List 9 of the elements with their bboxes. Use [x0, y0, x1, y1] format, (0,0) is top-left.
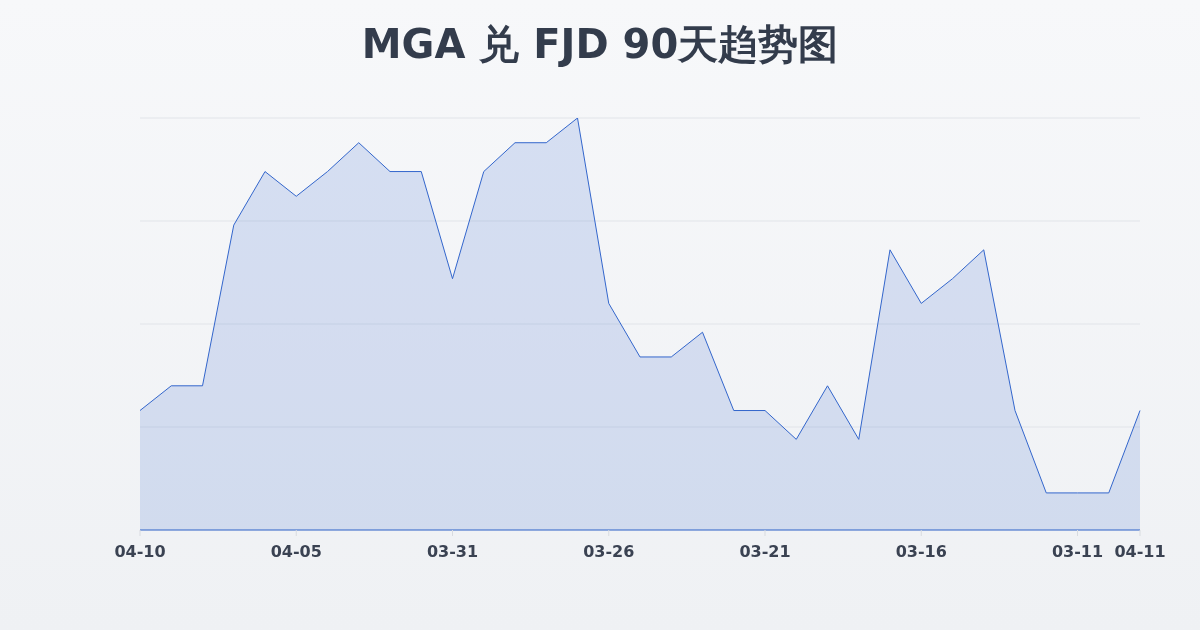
x-tick-label: 04-11 — [1114, 542, 1166, 561]
chart-title: MGA 兑 FJD 90天趋势图 — [360, 20, 840, 69]
x-tick-label: 03-26 — [583, 542, 635, 561]
x-tick-label: 04-10 — [114, 542, 166, 561]
x-tick-label: 03-16 — [895, 542, 947, 561]
x-tick-label: 03-11 — [1051, 542, 1104, 561]
x-tick-label: 03-21 — [739, 542, 791, 561]
x-tick-label: 04-05 — [270, 542, 322, 561]
x-tick-label: 03-31 — [426, 542, 479, 561]
